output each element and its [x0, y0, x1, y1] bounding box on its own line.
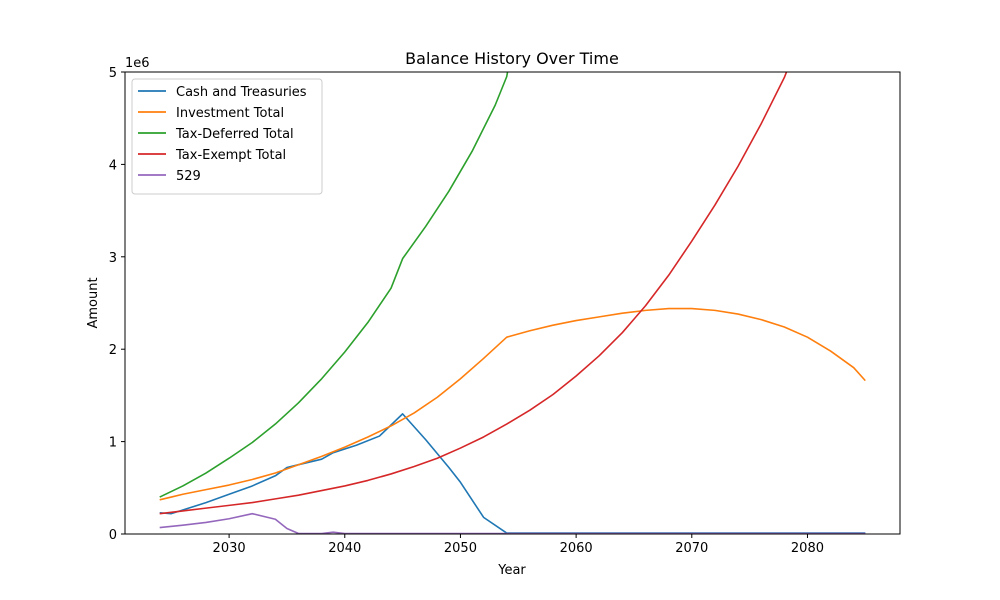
- x-tick-label: 2050: [444, 541, 477, 556]
- chart-title: Balance History Over Time: [405, 49, 619, 68]
- y-tick-label: 1: [109, 436, 117, 451]
- series-line-3: [159, 72, 788, 515]
- plot-frame: [124, 71, 901, 535]
- y-tick-label: 2: [109, 343, 117, 358]
- y-axis-label: Amount: [86, 277, 101, 328]
- legend-label: Investment Total: [176, 106, 284, 121]
- legend-frame: [131, 78, 323, 195]
- y-tick-label: 3: [109, 251, 117, 266]
- legend-label: 529: [176, 169, 201, 184]
- legend-label: Tax-Deferred Total: [175, 127, 294, 142]
- x-tick-label: 2040: [328, 541, 361, 556]
- x-tick-label: 2060: [560, 541, 593, 556]
- series-line-2: [159, 72, 509, 498]
- x-tick-label: 2030: [213, 541, 246, 556]
- legend-label: Cash and Treasuries: [176, 85, 307, 100]
- series-line-1: [159, 307, 866, 501]
- x-axis: 2030 2040 2050 2060 2070 2080: [213, 534, 824, 556]
- legend-label: Tax-Exempt Total: [175, 148, 286, 163]
- y-tick-label: 4: [109, 158, 117, 173]
- y-tick-label: 5: [109, 66, 117, 81]
- legend: Cash and Treasuries Investment Total Tax-D…: [131, 78, 323, 195]
- x-tick-label: 2080: [791, 541, 824, 556]
- y-offset-label: 1e6: [125, 56, 150, 71]
- y-tick-label: 0: [109, 528, 117, 543]
- x-axis-label: Year: [497, 563, 526, 578]
- series-line-4: [159, 512, 866, 534]
- x-tick-label: 2070: [675, 541, 708, 556]
- y-axis: 0 1 2 3 4 5: [109, 66, 125, 543]
